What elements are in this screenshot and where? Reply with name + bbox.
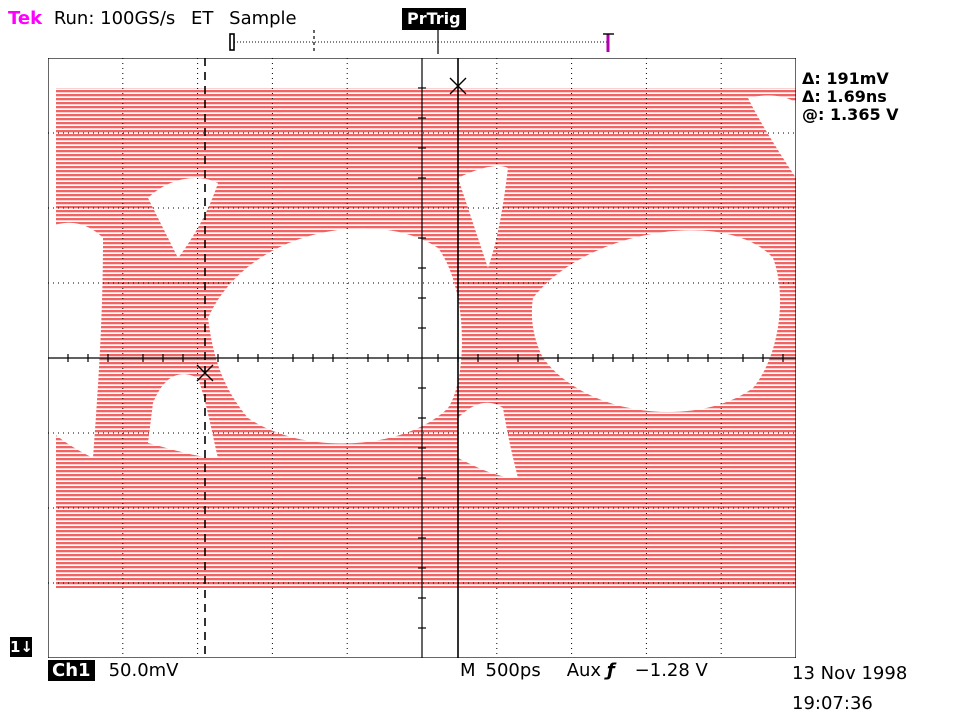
channel-1-ground-marker: 1↓ [10, 637, 34, 657]
horizontal-trigger-settings: M 500ps Aux ƒ −1.28 V [460, 660, 708, 682]
pretrigger-badge: PrTrig [402, 8, 466, 30]
cursor-2-crosshair [449, 77, 467, 95]
timebase-scale: 500ps [485, 660, 541, 681]
capture-date: 13 Nov 1998 [792, 663, 908, 684]
graticule-grid [48, 58, 796, 658]
channel-1-scale: 50.0mV [108, 660, 179, 681]
delta-time-readout: Δ: 1.69ns [802, 87, 887, 106]
time-mode: M [460, 660, 476, 681]
acquisition-mode: Sample [229, 8, 297, 29]
cursor-1-crosshair [196, 364, 214, 382]
channel-1-badge[interactable]: Ch1 [48, 660, 95, 681]
run-status: Run: 100GS/s [53, 8, 176, 29]
at-level-readout: @: 1.365 V [802, 105, 899, 124]
brand-logo: Tek [8, 8, 43, 29]
oscilloscope-graticule [48, 58, 796, 658]
measurement-cursors [196, 58, 467, 658]
capture-time: 19:07:36 [792, 693, 873, 714]
acquisition-type: ET [191, 8, 214, 29]
trigger-source: Aux [566, 660, 602, 681]
delta-volts-readout: Δ: 191mV [802, 69, 889, 88]
channel-settings: Ch1 50.0mV [48, 660, 179, 682]
cursor-readout: Δ: 191mV Δ: 1.69ns @: 1.365 V [802, 70, 899, 124]
eye-openings [48, 95, 796, 478]
status-bar: Tek Run: 100GS/s ET Sample [8, 6, 297, 32]
record-window-left-bracket [229, 33, 235, 51]
trigger-level: −1.28 V [634, 660, 708, 681]
record-view-bar [229, 30, 614, 54]
trigger-slope-icon: ƒ [606, 660, 615, 681]
